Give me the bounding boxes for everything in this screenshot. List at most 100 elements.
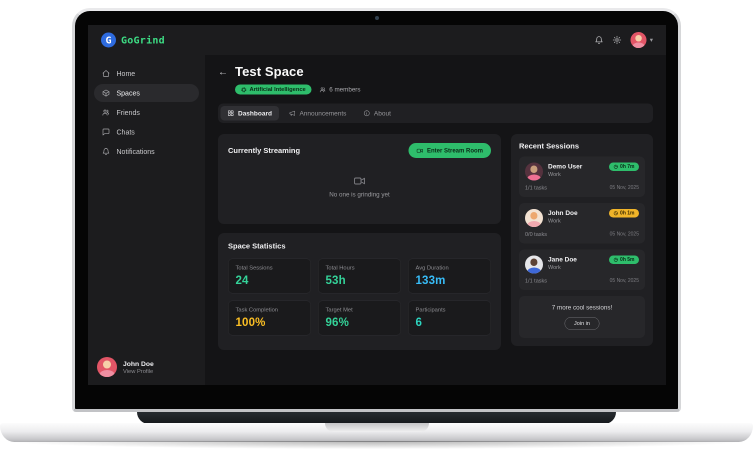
sidebar-item-home[interactable]: Home bbox=[94, 65, 199, 83]
stat-total-sessions: Total Sessions 24 bbox=[228, 258, 311, 294]
clock-icon: ◷ bbox=[613, 210, 619, 217]
sessions-title: Recent Sessions bbox=[519, 142, 580, 151]
home-icon bbox=[102, 70, 110, 78]
logo-icon: G bbox=[101, 32, 116, 48]
gogrind-app: G GoGrind ▾ bbox=[88, 25, 666, 385]
stat-total-hours: Total Hours 53h bbox=[318, 258, 401, 294]
bell-icon[interactable] bbox=[595, 36, 604, 45]
dashboard-icon bbox=[228, 110, 234, 116]
laptop-shadow bbox=[8, 441, 745, 449]
avatar bbox=[630, 32, 647, 48]
space-statistics-card: Space Statistics Total Sessions 24 Total… bbox=[218, 233, 501, 350]
sidebar-profile[interactable]: John Doe View Profile bbox=[97, 357, 154, 377]
streaming-title: Currently Streaming bbox=[228, 146, 301, 155]
profile-name: John Doe bbox=[123, 359, 154, 368]
sidebar-item-label: Home bbox=[116, 69, 136, 78]
chip-icon bbox=[241, 86, 247, 93]
notifications-icon bbox=[102, 148, 110, 156]
stat-task-completion: Task Completion 100% bbox=[228, 300, 311, 336]
session-activity: Work bbox=[548, 264, 561, 271]
avatar bbox=[525, 162, 543, 181]
sidebar-item-label: Friends bbox=[116, 108, 140, 117]
stat-label: Total Sessions bbox=[235, 265, 273, 271]
stat-target-met: Target Met 96% bbox=[318, 300, 401, 336]
session-activity: Work bbox=[548, 171, 561, 178]
sidebar-item-spaces[interactable]: Spaces bbox=[94, 84, 199, 102]
tab-label: Announcements bbox=[299, 109, 347, 118]
laptop-base-notch bbox=[324, 423, 429, 432]
stat-label: Task Completion bbox=[235, 307, 279, 313]
session-tasks: 0/0 tasks bbox=[525, 231, 548, 238]
friends-icon bbox=[102, 109, 110, 117]
megaphone-icon bbox=[289, 110, 295, 116]
session-duration-badge: ◷ 0h 1m bbox=[609, 209, 639, 218]
session-date: 05 Nov, 2025 bbox=[609, 185, 639, 191]
session-activity: Work bbox=[548, 218, 561, 224]
join-in-button[interactable]: Join in bbox=[564, 317, 600, 330]
sidebar-item-label: Notifications bbox=[116, 147, 155, 156]
sidebar-item-chats[interactable]: Chats bbox=[94, 123, 199, 141]
stat-value: 24 bbox=[235, 273, 249, 287]
chat-icon bbox=[102, 128, 110, 136]
avatar bbox=[525, 209, 543, 227]
tab-about[interactable]: About bbox=[356, 106, 397, 121]
tab-dashboard[interactable]: Dashboard bbox=[220, 106, 279, 121]
avatar bbox=[97, 357, 117, 377]
sidebar-item-friends[interactable]: Friends bbox=[94, 104, 199, 122]
back-button[interactable]: ← bbox=[218, 66, 228, 78]
category-badge: Artificial Intelligence bbox=[235, 84, 312, 95]
view-profile-link[interactable]: View Profile bbox=[123, 368, 154, 375]
session-name: Demo User bbox=[548, 162, 583, 171]
members-label: 6 members bbox=[329, 86, 361, 93]
video-empty-icon bbox=[354, 177, 365, 185]
session-row-john-doe[interactable]: John Doe Work ◷ 0h 1m bbox=[519, 203, 645, 244]
stat-avg-duration: Avg Duration 133m bbox=[408, 258, 491, 294]
sidebar-item-label: Chats bbox=[116, 128, 135, 136]
enter-stream-room-button[interactable]: Enter Stream Room bbox=[408, 143, 491, 158]
session-date: 05 Nov, 2025 bbox=[609, 278, 639, 284]
stats-title: Space Statistics bbox=[228, 242, 286, 251]
session-duration: 0h 1m bbox=[620, 210, 635, 217]
stat-label: Participants bbox=[415, 307, 446, 313]
stat-value: 53h bbox=[325, 273, 346, 287]
laptop-screen: G GoGrind ▾ bbox=[72, 8, 681, 412]
tab-label: Dashboard bbox=[238, 109, 272, 118]
streaming-empty-text: No one is grinding yet bbox=[329, 191, 390, 198]
enter-button-label: Enter Stream Room bbox=[426, 147, 483, 154]
session-row-jane-doe[interactable]: Jane Doe Work ◷ 0h 5m bbox=[519, 249, 645, 290]
session-duration-badge: ◷ 0h 7m bbox=[609, 162, 639, 171]
session-tasks: 1/1 tasks bbox=[525, 185, 548, 191]
gear-icon[interactable] bbox=[613, 35, 622, 45]
stat-value: 6 bbox=[415, 315, 423, 329]
category-label: Artificial Intelligence bbox=[249, 86, 306, 93]
stat-value: 96% bbox=[325, 315, 349, 329]
tab-label: About bbox=[373, 109, 391, 118]
video-icon bbox=[416, 148, 423, 153]
stat-participants: Participants 6 bbox=[408, 300, 491, 336]
sidebar-item-label: Spaces bbox=[116, 89, 140, 97]
sidebar: Home Spaces Friends Chats bbox=[88, 55, 205, 385]
logo-text: GoGrind bbox=[121, 34, 165, 46]
clock-icon: ◷ bbox=[613, 164, 619, 170]
page-title: Test Space bbox=[235, 64, 304, 79]
more-sessions-card: 7 more cool sessions! Join in bbox=[519, 296, 645, 338]
brand[interactable]: G GoGrind bbox=[101, 32, 165, 48]
session-name: Jane Doe bbox=[548, 255, 577, 264]
spaces-icon bbox=[102, 89, 110, 97]
sidebar-item-notifications[interactable]: Notifications bbox=[94, 143, 199, 161]
stat-label: Total Hours bbox=[325, 265, 355, 271]
session-tasks: 1/1 tasks bbox=[525, 278, 548, 284]
currently-streaming-card: Currently Streaming Enter Stream Room No… bbox=[218, 134, 501, 224]
app-header: G GoGrind ▾ bbox=[88, 25, 666, 55]
recent-sessions-card: Recent Sessions Demo User Work bbox=[511, 134, 653, 346]
members-count: 6 members bbox=[320, 86, 361, 93]
tab-bar: Dashboard Announcements About bbox=[218, 103, 653, 123]
clock-icon: ◷ bbox=[613, 257, 619, 263]
tab-announcements[interactable]: Announcements bbox=[282, 106, 353, 121]
account-menu[interactable]: ▾ bbox=[630, 32, 653, 48]
avatar bbox=[525, 255, 543, 274]
session-row-demo-user[interactable]: Demo User Work ◷ 0h 7m bbox=[519, 156, 645, 197]
session-duration-badge: ◷ 0h 5m bbox=[609, 255, 639, 264]
stat-label: Target Met bbox=[325, 307, 353, 313]
